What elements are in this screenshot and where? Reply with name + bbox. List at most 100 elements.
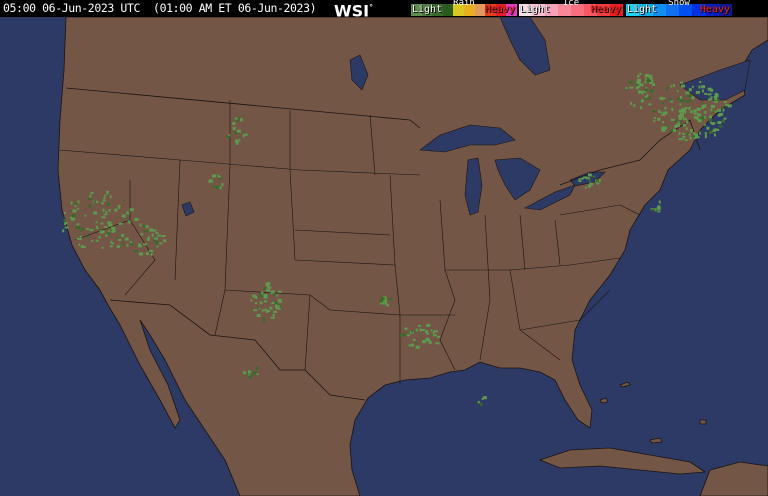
radar-echo (266, 285, 269, 288)
radar-echo (637, 78, 641, 82)
radar-echo (225, 135, 230, 138)
radar-echo (212, 174, 217, 178)
radar-echo (646, 94, 649, 98)
legend-swatch (652, 4, 666, 16)
radar-echo (625, 88, 628, 91)
legend-name: Rain (453, 0, 475, 8)
radar-echo (271, 302, 276, 305)
radar-echo (661, 126, 664, 129)
radar-echo (697, 119, 702, 123)
radar-echo (664, 111, 668, 115)
radar-echo (694, 133, 698, 137)
radar-echo (682, 123, 686, 127)
radar-echo (118, 205, 121, 209)
radar-echo (76, 223, 80, 226)
radar-echo (659, 96, 664, 100)
radar-echo (110, 240, 113, 244)
radar-echo (143, 230, 148, 233)
radar-echo (712, 129, 716, 132)
legend-ice: Light Heavy Ice (519, 0, 623, 16)
radar-echo (80, 228, 84, 232)
radar-echo (674, 124, 678, 128)
radar-echo (683, 110, 687, 114)
radar-echo (676, 90, 679, 93)
radar-echo (84, 214, 87, 217)
radar-echo (255, 302, 258, 305)
radar-echo (654, 208, 657, 211)
radar-echo (707, 98, 710, 101)
radar-echo (152, 229, 157, 232)
radar-echo (101, 216, 106, 219)
radar-echo (437, 335, 441, 338)
radar-echo (234, 117, 238, 120)
radar-echo (661, 102, 664, 105)
radar-echo (654, 209, 657, 212)
gulf-of-st-lawrence (679, 59, 751, 101)
radar-echo (673, 129, 676, 132)
radar-echo (417, 324, 421, 327)
legend-swatch (532, 4, 545, 16)
radar-echo (384, 301, 388, 305)
radar-echo (156, 245, 159, 248)
radar-echo (709, 97, 713, 101)
radar-echo (91, 239, 94, 242)
radar-echo (653, 116, 656, 119)
radar-echo (653, 120, 656, 123)
radar-echo (717, 108, 721, 112)
radar-echo (109, 195, 112, 199)
radar-echo (704, 135, 707, 139)
radar-echo (703, 123, 706, 126)
radar-echo (714, 133, 716, 137)
radar-echo (277, 305, 280, 307)
radar-echo (208, 179, 213, 183)
radar-echo (727, 104, 732, 108)
radar-echo (701, 106, 705, 109)
radar-echo (100, 202, 104, 205)
radar-echo (256, 373, 259, 376)
radar-echo (582, 176, 587, 179)
radar-echo (701, 101, 704, 105)
radar-echo (406, 334, 410, 337)
radar-echo (261, 291, 264, 295)
radar-echo (87, 198, 92, 201)
radar-echo (263, 319, 265, 323)
radar-echo (83, 246, 86, 248)
radar-echo (134, 218, 139, 221)
radar-echo (681, 84, 685, 88)
radar-echo (263, 287, 267, 290)
radar-echo (684, 107, 688, 109)
radar-echo (635, 83, 640, 86)
radar-echo (709, 130, 713, 134)
radar-echo (644, 95, 647, 98)
radar-echo (482, 396, 487, 400)
radar-echo (681, 116, 685, 119)
radar-echo (710, 104, 715, 108)
legend-swatch (610, 4, 623, 16)
radar-echo (234, 131, 239, 134)
radar-echo (649, 82, 654, 84)
radar-echo (682, 135, 686, 138)
radar-echo (688, 133, 691, 136)
radar-echo (696, 107, 701, 111)
radar-echo (685, 91, 690, 95)
radar-echo (707, 93, 712, 96)
radar-echo (644, 88, 648, 92)
radar-echo (685, 100, 689, 103)
radar-echo (79, 237, 82, 240)
radar-echo (645, 77, 648, 81)
legend-swatch (692, 4, 706, 16)
radar-echo (680, 99, 685, 103)
radar-echo (640, 106, 643, 110)
radar-echo (122, 242, 125, 246)
legend-heavy-label: Heavy (590, 4, 621, 15)
legend-swatch (432, 4, 443, 16)
radar-echo (682, 132, 686, 135)
radar-echo (140, 233, 144, 236)
radar-echo (723, 117, 727, 120)
radar-echo (481, 397, 484, 400)
radar-echo (692, 135, 696, 138)
radar-echo (689, 99, 692, 103)
radar-echo (117, 205, 121, 208)
lake-huron (494, 157, 541, 201)
radar-echo (275, 303, 278, 307)
